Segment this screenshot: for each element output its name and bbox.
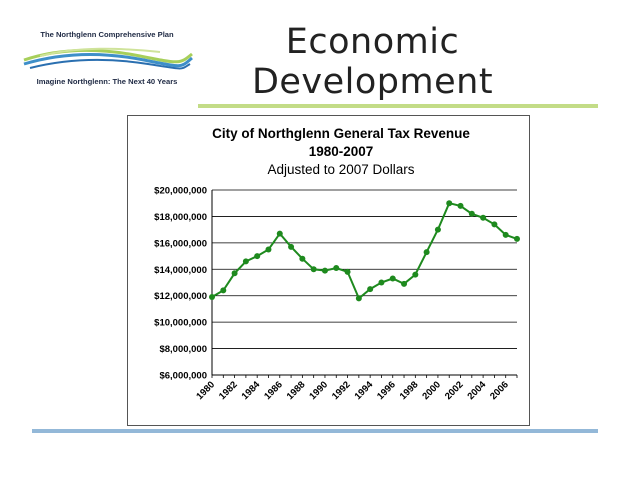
revenue-point bbox=[209, 294, 215, 301]
revenue-point bbox=[254, 253, 261, 260]
revenue-point bbox=[265, 246, 272, 253]
revenue-series bbox=[209, 200, 520, 302]
y-tick-label: $20,000,000 bbox=[154, 186, 207, 197]
slide-title-line1: Economic bbox=[285, 22, 460, 62]
chart-title: City of Northglenn General Tax Revenue bbox=[212, 126, 470, 141]
logo-bottom-text: Imagine Northglenn: The Next 40 Years bbox=[36, 77, 178, 86]
revenue-point bbox=[502, 231, 509, 238]
x-tick-label: 1998 bbox=[398, 379, 421, 402]
revenue-point bbox=[378, 279, 385, 286]
revenue-point bbox=[514, 235, 520, 242]
tax-revenue-chart: City of Northglenn General Tax Revenue 1… bbox=[154, 126, 520, 402]
chart-title-years: 1980-2007 bbox=[309, 144, 374, 159]
revenue-point bbox=[220, 287, 227, 294]
revenue-point bbox=[423, 249, 430, 256]
y-axis-ticks: $6,000,000 $8,000,000 $10,000,000 $12,000,0… bbox=[154, 186, 207, 382]
revenue-point bbox=[355, 295, 362, 302]
x-tick-label: 1986 bbox=[262, 379, 285, 402]
revenue-point bbox=[344, 268, 351, 275]
x-tick-label: 1988 bbox=[285, 379, 308, 402]
revenue-point bbox=[446, 200, 453, 207]
logo-top-text: The Northglenn Comprehensive Plan bbox=[40, 30, 174, 39]
revenue-point bbox=[468, 210, 475, 217]
revenue-point bbox=[231, 270, 238, 277]
x-tick-label: 2000 bbox=[420, 379, 443, 402]
x-tick-label: 2006 bbox=[488, 379, 511, 402]
revenue-point bbox=[321, 267, 328, 274]
revenue-point bbox=[333, 264, 340, 271]
revenue-point bbox=[412, 271, 419, 278]
x-tick-label: 1980 bbox=[194, 379, 217, 402]
footer-rule bbox=[32, 429, 598, 433]
y-tick-label: $12,000,000 bbox=[154, 291, 207, 302]
y-tick-label: $16,000,000 bbox=[154, 238, 207, 249]
x-tick-label: 1994 bbox=[353, 379, 376, 402]
revenue-point bbox=[480, 214, 487, 221]
y-tick-label: $14,000,000 bbox=[154, 265, 207, 276]
revenue-point bbox=[491, 221, 498, 228]
x-tick-label: 2004 bbox=[466, 379, 489, 402]
y-tick-label: $8,000,000 bbox=[159, 344, 207, 355]
revenue-point bbox=[457, 202, 464, 209]
chart-frame: City of Northglenn General Tax Revenue 1… bbox=[127, 115, 530, 426]
x-tick-label: 1984 bbox=[240, 379, 263, 402]
slide-title-line2: Development bbox=[251, 62, 494, 102]
revenue-point bbox=[401, 280, 408, 287]
logo-swoosh-graphic bbox=[23, 47, 193, 70]
revenue-point bbox=[367, 286, 374, 293]
x-tick-label: 1990 bbox=[307, 379, 330, 402]
revenue-point bbox=[288, 243, 295, 250]
revenue-line bbox=[211, 202, 518, 301]
y-gridlines bbox=[211, 189, 517, 376]
y-tick-label: $10,000,000 bbox=[154, 318, 207, 329]
title-underline-rule bbox=[198, 104, 598, 108]
x-tick-label: 1992 bbox=[330, 379, 353, 402]
slide-title: Economic Development bbox=[200, 22, 545, 102]
chart-subtitle: Adjusted to 2007 Dollars bbox=[267, 162, 414, 177]
y-tick-label: $18,000,000 bbox=[154, 212, 207, 223]
x-tick-label: 1996 bbox=[375, 379, 398, 402]
revenue-point bbox=[434, 226, 441, 233]
revenue-point bbox=[299, 255, 306, 262]
logo: The Northglenn Comprehensive Plan Imagin… bbox=[14, 24, 200, 96]
revenue-point bbox=[242, 258, 249, 265]
x-tick-label: 1982 bbox=[217, 379, 240, 402]
y-tick-label: $6,000,000 bbox=[159, 371, 207, 382]
revenue-point bbox=[389, 275, 396, 282]
x-tick-label: 2002 bbox=[443, 379, 466, 402]
x-axis-ticks: 1980 1982 1984 1986 1988 1990 1992 1994 1996 1998… bbox=[194, 375, 518, 402]
revenue-point bbox=[310, 266, 317, 273]
revenue-point bbox=[276, 230, 283, 237]
